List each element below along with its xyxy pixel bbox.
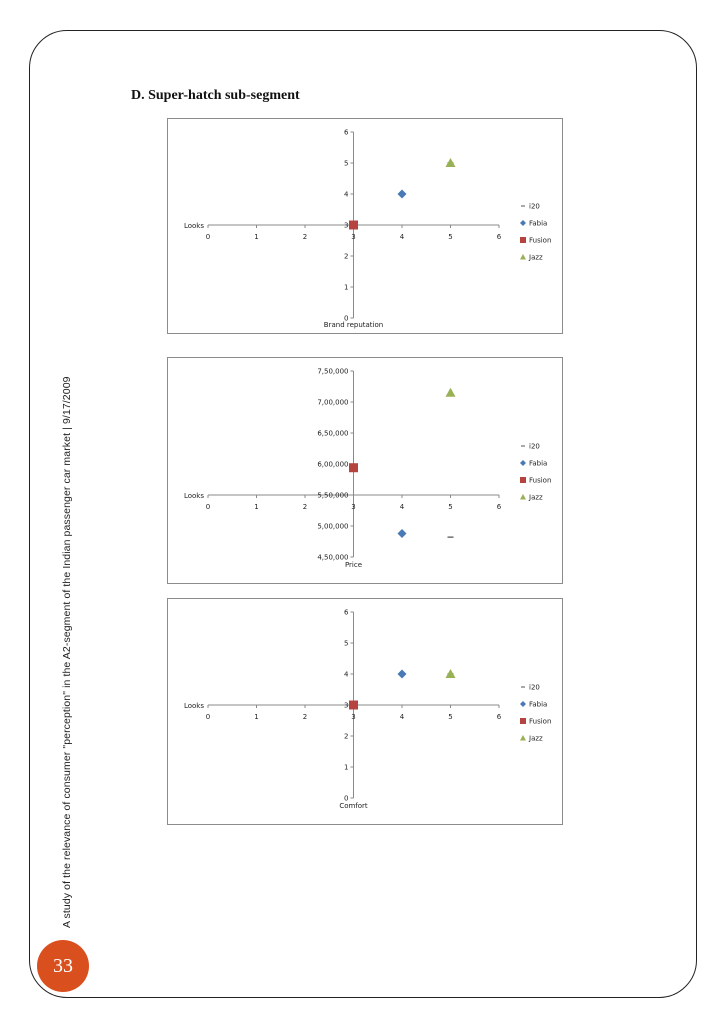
x-axis-title: Looks bbox=[184, 222, 204, 230]
chart-looks-vs-price: 0 1 2 3 4 5 6 4,50,000 5,00,000 5,50,000 6,00,000 6… bbox=[167, 357, 563, 584]
legend-marker-fusion bbox=[520, 477, 526, 483]
legend-marker-jazz bbox=[520, 494, 526, 500]
y-tick-label: 5 bbox=[344, 160, 348, 168]
x-tick-label: 6 bbox=[497, 503, 502, 511]
data-point-fusion bbox=[349, 700, 358, 710]
legend-label-fabia: Fabia bbox=[529, 220, 547, 228]
sidebar-document-title: A study of the relevance of consumer "pe… bbox=[61, 376, 73, 928]
y-tick-label: 3 bbox=[344, 702, 348, 710]
x-tick-label: 3 bbox=[351, 503, 355, 511]
data-point-fusion bbox=[349, 463, 358, 473]
chart-1-svg: 0 1 2 3 4 5 6 4,50,000 5,00,000 5,50,000 6,00,000 6… bbox=[184, 368, 551, 570]
x-tick-label: 2 bbox=[303, 713, 307, 721]
x-tick-label: 0 bbox=[206, 233, 210, 241]
page-border bbox=[29, 30, 697, 998]
legend-marker-fusion bbox=[520, 237, 526, 243]
y-tick-label: 0 bbox=[344, 315, 348, 323]
y-tick-label: 4 bbox=[344, 671, 349, 679]
legend-marker-jazz bbox=[520, 735, 526, 741]
y-tick-label: 5 bbox=[344, 640, 348, 648]
x-tick-label: 6 bbox=[497, 233, 502, 241]
legend-label-jazz: Jazz bbox=[528, 735, 543, 743]
x-tick-label: 2 bbox=[303, 233, 307, 241]
y-tick-label: 4,50,000 bbox=[317, 554, 348, 562]
y-tick-label: 0 bbox=[344, 795, 348, 803]
y-tick-label: 6,00,000 bbox=[317, 461, 348, 469]
y-tick-label: 6 bbox=[344, 129, 349, 137]
section-heading: D. Super-hatch sub-segment bbox=[131, 88, 300, 103]
y-axis-title: Brand reputation bbox=[324, 321, 383, 329]
legend-label-jazz: Jazz bbox=[528, 494, 543, 502]
chart-looks-vs-comfort: 0 1 2 3 4 5 6 0 1 2 3 4 5 6 Looks Comfort i20 Fabia Fusion… bbox=[167, 598, 563, 825]
y-tick-label: 3 bbox=[344, 222, 348, 230]
chart-2-svg: 0 1 2 3 4 5 6 0 1 2 3 4 5 6 Looks Comfort i20 Fabia Fusion… bbox=[184, 609, 551, 811]
y-tick-label: 4 bbox=[344, 191, 349, 199]
legend-label-i20: i20 bbox=[529, 684, 540, 692]
x-tick-label: 2 bbox=[303, 503, 307, 511]
data-point-jazz bbox=[445, 158, 456, 167]
y-tick-label: 1 bbox=[344, 284, 348, 292]
y-tick-label: 6 bbox=[344, 609, 349, 617]
legend-label-fusion: Fusion bbox=[529, 477, 551, 485]
y-axis-title: Comfort bbox=[339, 802, 368, 810]
legend-marker-fusion bbox=[520, 718, 526, 724]
x-tick-label: 4 bbox=[400, 503, 405, 511]
y-axis-title: Price bbox=[345, 561, 362, 569]
x-tick-label: 5 bbox=[448, 503, 452, 511]
y-tick-label: 1 bbox=[344, 764, 348, 772]
legend-label-i20: i20 bbox=[529, 443, 540, 451]
y-tick-label: 5,50,000 bbox=[317, 492, 348, 500]
y-tick-label: 6,50,000 bbox=[317, 430, 348, 438]
x-tick-label: 0 bbox=[206, 713, 210, 721]
data-point-fabia bbox=[397, 189, 407, 199]
data-point-jazz bbox=[445, 669, 456, 678]
x-tick-label: 3 bbox=[351, 713, 355, 721]
x-tick-label: 1 bbox=[254, 233, 258, 241]
legend-label-fusion: Fusion bbox=[529, 718, 551, 726]
y-tick-label: 5,00,000 bbox=[317, 523, 348, 531]
x-tick-label: 3 bbox=[351, 233, 355, 241]
data-point-fabia bbox=[397, 528, 407, 538]
page-number-badge: 33 bbox=[37, 940, 89, 992]
data-point-fabia bbox=[397, 669, 407, 679]
x-tick-label: 5 bbox=[448, 713, 452, 721]
x-tick-label: 6 bbox=[497, 713, 502, 721]
legend-label-fabia: Fabia bbox=[529, 701, 547, 709]
legend-label-jazz: Jazz bbox=[528, 254, 543, 262]
x-tick-label: 1 bbox=[254, 713, 258, 721]
legend-marker-fabia bbox=[520, 460, 526, 466]
chart-looks-vs-brand-reputation: 0 1 2 3 4 5 6 0 1 2 3 4 5 6 Looks Brand reputation i20 Fa… bbox=[167, 118, 563, 334]
y-tick-label: 7,50,000 bbox=[317, 368, 348, 376]
x-axis-title: Looks bbox=[184, 702, 204, 710]
x-tick-label: 5 bbox=[448, 233, 452, 241]
x-tick-label: 1 bbox=[254, 503, 258, 511]
legend-label-fusion: Fusion bbox=[529, 237, 551, 245]
legend-label-fabia: Fabia bbox=[529, 460, 547, 468]
data-point-jazz bbox=[445, 387, 456, 397]
legend-label-i20: i20 bbox=[529, 203, 540, 211]
x-tick-label: 4 bbox=[400, 713, 405, 721]
page-number: 33 bbox=[53, 954, 73, 977]
y-tick-label: 7,00,000 bbox=[317, 399, 348, 407]
y-tick-label: 2 bbox=[344, 733, 348, 741]
x-tick-label: 0 bbox=[206, 503, 210, 511]
legend-marker-jazz bbox=[520, 254, 526, 260]
x-tick-label: 4 bbox=[400, 233, 405, 241]
x-axis-title: Looks bbox=[184, 492, 204, 500]
chart-0-svg: 0 1 2 3 4 5 6 0 1 2 3 4 5 6 Looks Brand reputation i20 Fa… bbox=[184, 129, 551, 330]
y-tick-label: 2 bbox=[344, 253, 348, 261]
data-point-fusion bbox=[349, 220, 358, 230]
legend-marker-fabia bbox=[520, 220, 526, 226]
legend-marker-fabia bbox=[520, 701, 526, 707]
